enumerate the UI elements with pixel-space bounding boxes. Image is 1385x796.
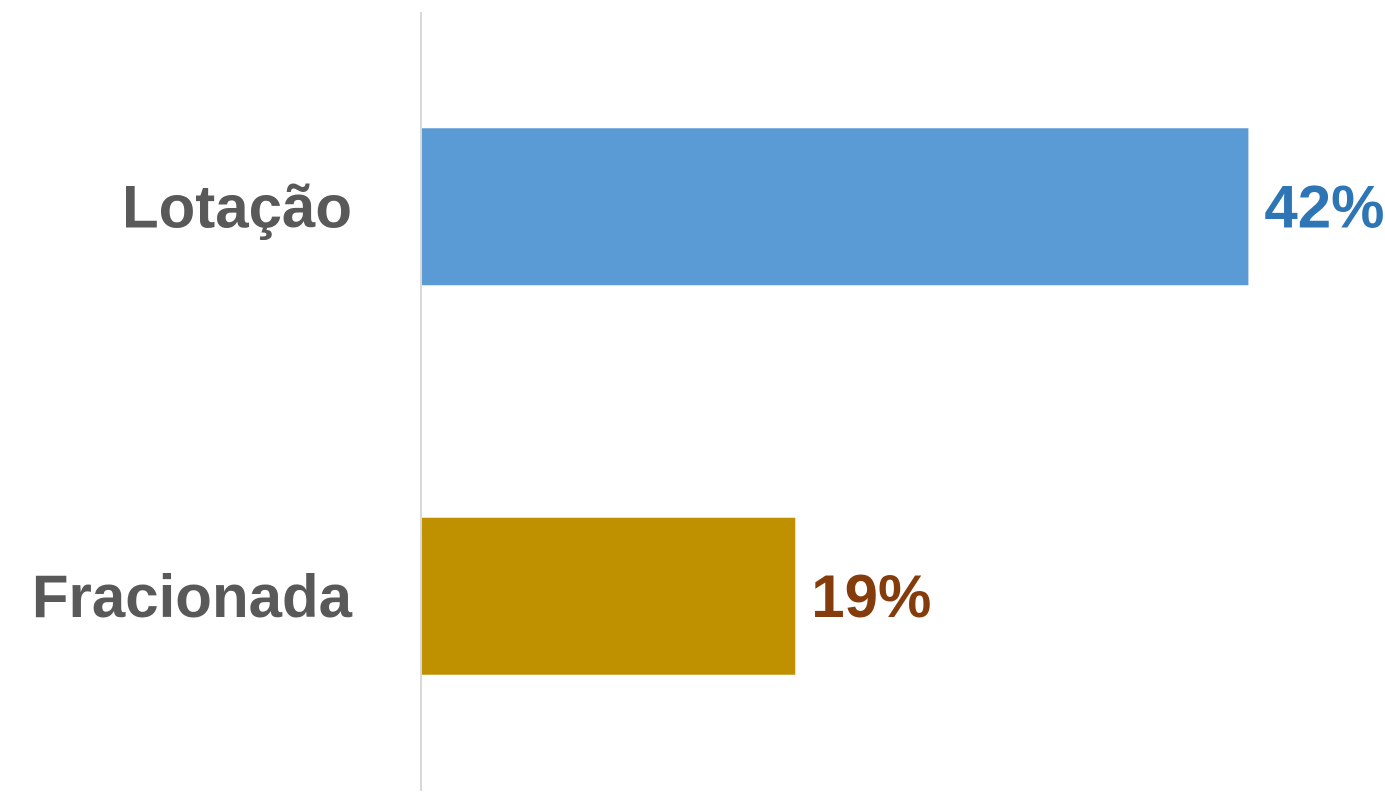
bar-fracionada [422, 517, 796, 675]
category-label: Lotação [122, 173, 352, 240]
bar-lotacao [422, 128, 1249, 286]
data-label: 42% [1264, 173, 1384, 240]
data-label: 19% [811, 563, 931, 630]
category-label: Fracionada [32, 563, 353, 630]
